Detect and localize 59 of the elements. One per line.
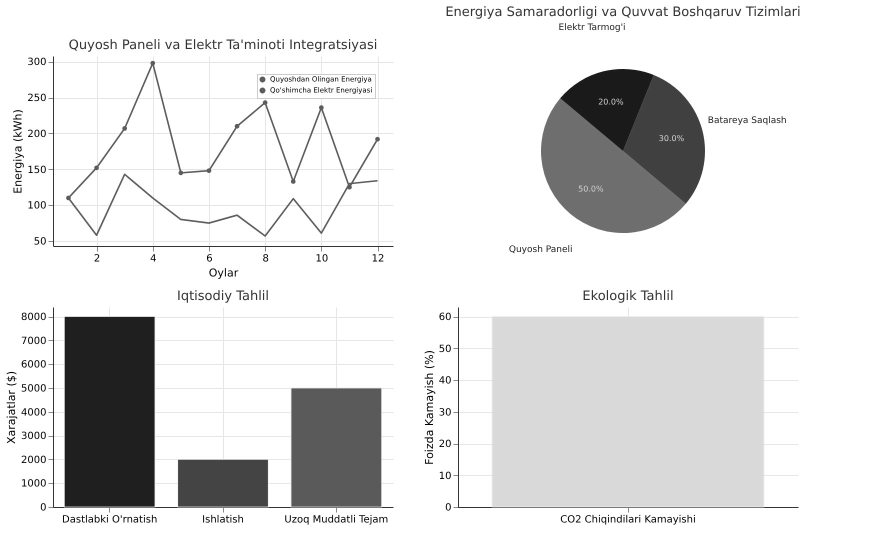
y-tick-label: 200 xyxy=(27,128,46,140)
x-tick-label: 10 xyxy=(315,254,328,264)
y-tick-label: 10 xyxy=(438,470,452,482)
y-tick-label: 150 xyxy=(27,164,46,176)
point xyxy=(375,136,380,142)
slice-label: Elektr Tarmog'i xyxy=(558,22,626,33)
y-tick-label: 7000 xyxy=(21,336,46,347)
pie-slice xyxy=(541,98,686,233)
y-axis-title: Foizda Kamayish (%) xyxy=(422,350,436,465)
y-tick-label: 50 xyxy=(438,344,452,355)
point xyxy=(319,105,324,110)
y-tick-label: 30 xyxy=(438,407,452,418)
point xyxy=(290,179,296,184)
x-tick-label: CO2 Chiqindilari Kamayishi xyxy=(560,514,696,526)
point xyxy=(94,166,99,170)
x-tick-label: 2 xyxy=(94,254,100,264)
y-tick-label: 0 xyxy=(445,502,452,514)
y-tick-label: 5000 xyxy=(21,383,46,394)
y-tick-label: 60 xyxy=(438,312,452,324)
chart-title: Iqtisodiy Tahlil xyxy=(176,289,270,304)
y-tick-label: 250 xyxy=(27,93,46,104)
y-tick-label: 40 xyxy=(438,376,452,387)
y-tick-label: 0 xyxy=(40,502,46,514)
x-tick-label: 6 xyxy=(206,254,213,264)
pie-slice xyxy=(560,69,654,151)
y-tick-label: 100 xyxy=(27,200,46,212)
y-tick-label: 1000 xyxy=(21,478,46,490)
point xyxy=(178,170,184,176)
slice-label: Quyosh Paneli xyxy=(508,245,573,256)
y-axis-title: Xarajatlar ($) xyxy=(5,370,18,444)
pie-slice xyxy=(623,74,705,204)
point xyxy=(234,124,240,129)
y-tick-label: 6000 xyxy=(21,360,46,371)
x-tick-label: 8 xyxy=(262,254,269,264)
y-tick-label: 300 xyxy=(27,57,46,68)
y-tick-label: 20 xyxy=(438,439,452,450)
x-tick-label: Dastlabki O'rnatish xyxy=(62,514,158,526)
data-label: 50.0% xyxy=(578,184,604,194)
chart-title: Quyosh Paneli va Elektr Ta'minoti Integratsiyasi xyxy=(68,38,378,53)
point xyxy=(262,100,268,105)
y-tick-label: 8000 xyxy=(21,312,46,324)
y-tick-label: 4000 xyxy=(21,407,46,418)
chart-title: Ekologik Tahlil xyxy=(582,289,674,304)
x-tick-label: 4 xyxy=(150,254,156,264)
x-tick-label: 12 xyxy=(372,254,384,264)
x-tick-label: Ishlatish xyxy=(202,514,244,526)
y-tick-label: 3000 xyxy=(21,431,46,442)
chart-title: Energiya Samaradorligi va Quvvat Boshqaruv Tizimlari xyxy=(445,4,801,20)
point xyxy=(122,126,127,131)
y-tick-label: 50 xyxy=(34,236,46,248)
x-axis-title: Oylar xyxy=(208,266,239,280)
y-axis-title: Energiya (kWh) xyxy=(11,109,24,194)
data-label: 30.0% xyxy=(658,134,685,143)
slice-label: Batareya Saqlash xyxy=(708,116,787,126)
x-tick-label: Uzoq Muddatli Tejam xyxy=(284,514,388,526)
data-label: 20.0% xyxy=(598,97,624,106)
y-tick-label: 2000 xyxy=(21,454,46,466)
point xyxy=(150,60,156,66)
point xyxy=(206,168,212,174)
